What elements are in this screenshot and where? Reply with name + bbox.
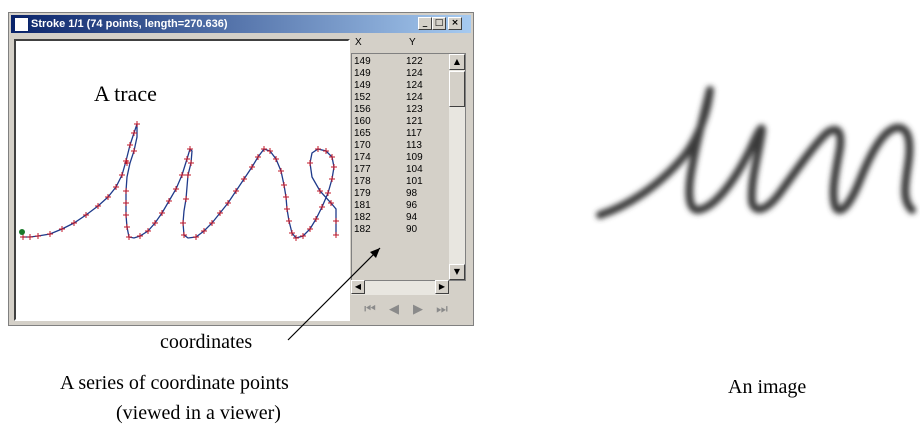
maximize-button[interactable]: □ xyxy=(432,17,446,30)
stroke-viewer-window: Stroke 1/1 (74 points, length=270.636) _… xyxy=(8,12,474,326)
scroll-right-button[interactable]: ▶ xyxy=(435,280,449,294)
trace-svg xyxy=(19,121,339,241)
list-item[interactable]: 178 101 xyxy=(354,176,423,187)
coordinates-label: coordinates xyxy=(160,331,253,353)
first-point-button[interactable]: ⏮ xyxy=(364,302,376,317)
left-caption-line-2: (viewed in a viewer) xyxy=(116,402,281,424)
scroll-thumb[interactable] xyxy=(449,71,465,107)
list-item[interactable]: 149 122 xyxy=(354,56,423,67)
last-point-button[interactable]: ⏭ xyxy=(436,302,448,317)
title-bar[interactable]: Stroke 1/1 (74 points, length=270.636) _… xyxy=(11,15,471,33)
list-item[interactable]: 156 123 xyxy=(354,104,423,115)
scroll-up-button[interactable]: ▲ xyxy=(449,54,465,70)
scroll-left-button[interactable]: ◀ xyxy=(351,280,365,294)
list-item[interactable]: 179 98 xyxy=(354,188,418,199)
trace-label: A trace xyxy=(94,81,157,106)
list-item[interactable]: 174 109 xyxy=(354,152,423,163)
minimize-button[interactable]: _ xyxy=(418,17,432,30)
handwriting-image xyxy=(596,86,916,219)
list-item[interactable]: 149 124 xyxy=(354,80,423,91)
list-item[interactable]: 170 113 xyxy=(354,140,422,151)
right-caption: An image xyxy=(728,376,807,398)
next-point-button[interactable]: ▶ xyxy=(413,302,423,317)
column-header-y: Y xyxy=(409,37,416,48)
trace-points xyxy=(20,121,339,241)
horizontal-scrollbar[interactable]: ◀ ▶ xyxy=(351,280,449,295)
vertical-scrollbar[interactable]: ▲ ▼ xyxy=(449,54,465,280)
coordinate-list[interactable]: 149 122 149 124 149 124 152 124 156 123 160 12… xyxy=(351,53,466,281)
scroll-down-button[interactable]: ▼ xyxy=(449,264,465,280)
list-item[interactable]: 177 104 xyxy=(354,164,423,175)
previous-point-button[interactable]: ◀ xyxy=(389,302,399,317)
list-item[interactable]: 182 90 xyxy=(354,224,418,235)
close-button[interactable]: × xyxy=(448,17,462,30)
window-title: Stroke 1/1 (74 points, length=270.636) xyxy=(31,18,228,30)
app-icon xyxy=(14,17,29,32)
list-item[interactable]: 182 94 xyxy=(354,212,418,223)
list-item[interactable]: 160 121 xyxy=(354,116,423,127)
start-point xyxy=(19,229,25,235)
left-caption-line-1: A series of coordinate points xyxy=(60,372,289,394)
list-item[interactable]: 181 96 xyxy=(354,200,418,211)
list-item[interactable]: 149 124 xyxy=(354,68,423,79)
column-header-x: X xyxy=(355,37,362,48)
list-item[interactable]: 152 124 xyxy=(354,92,423,103)
list-item[interactable]: 165 117 xyxy=(354,128,422,139)
trace-canvas[interactable]: A trace xyxy=(14,39,350,321)
